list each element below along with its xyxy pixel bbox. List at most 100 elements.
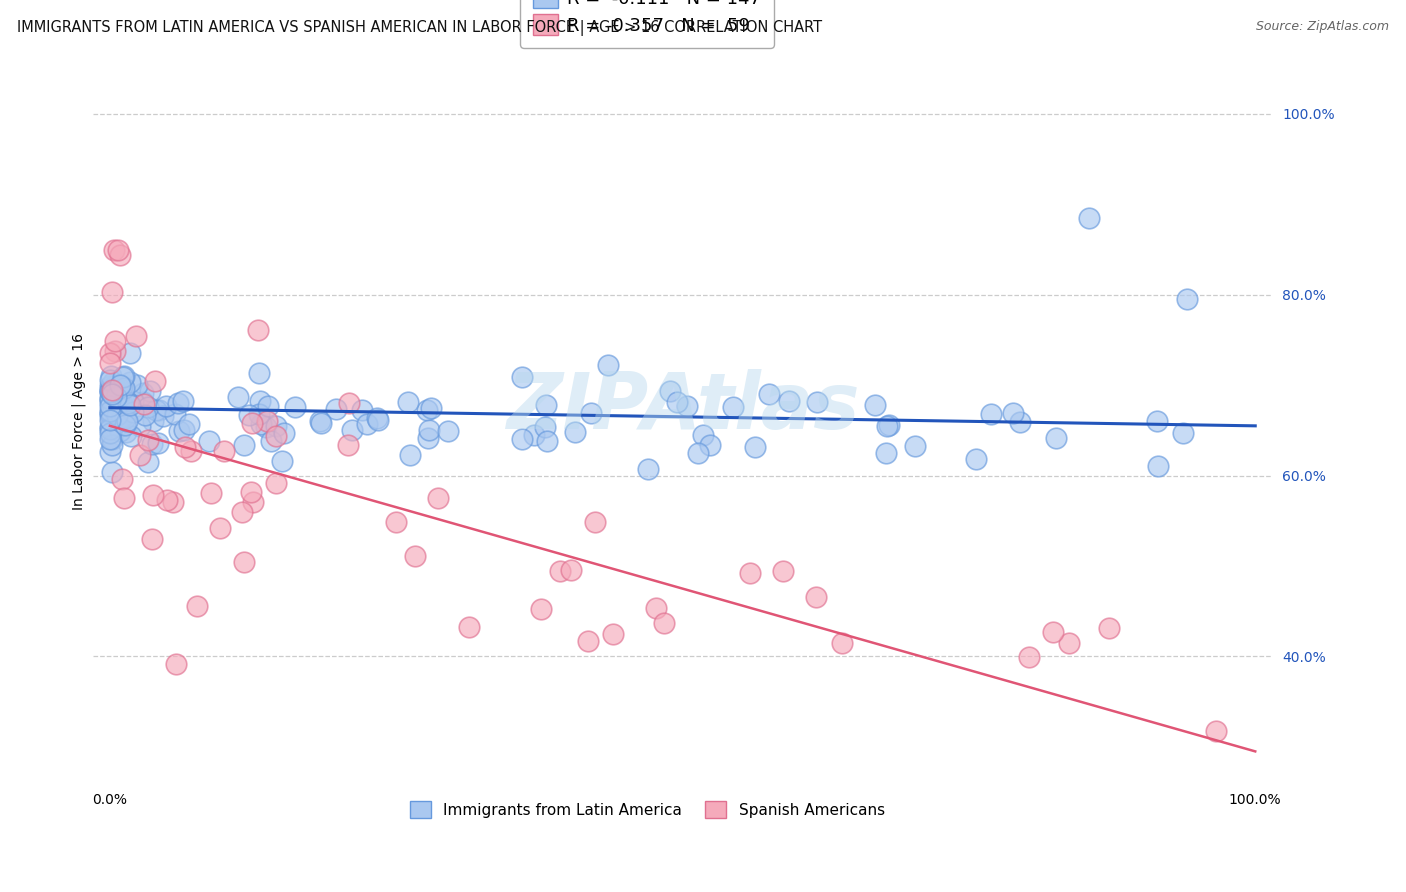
Point [336,438,359,452]
Text: ZIPAtlas: ZIPAtlas [506,369,859,445]
Point [98,356,121,370]
Point [583,515,606,529]
Point [666,395,689,409]
Point [340,423,363,437]
Point [108,396,131,410]
Point [366,410,388,425]
Point [254,419,277,434]
Point [100,406,122,420]
Point [145,403,167,417]
Point [233,555,256,569]
Point [101,402,124,417]
Point [270,454,292,468]
Point [758,387,780,401]
Point [416,402,439,417]
Point [550,564,572,578]
Point [120,429,142,443]
Point [165,408,187,422]
Point [198,434,221,448]
Y-axis label: In Labor Force | Age > 16: In Labor Force | Age > 16 [72,333,86,510]
Point [98,379,121,393]
Point [108,401,131,416]
Point [404,549,426,563]
Point [100,384,122,399]
Point [98,412,121,426]
Point [112,409,135,423]
Point [284,400,307,414]
Point [138,434,160,448]
Point [1077,211,1099,225]
Point [247,407,270,421]
Point [337,396,360,410]
Point [112,370,135,384]
Point [142,488,165,502]
Point [721,400,744,414]
Point [699,438,721,452]
Text: IMMIGRANTS FROM LATIN AMERICA VS SPANISH AMERICAN IN LABOR FORCE | AGE > 16 CORR: IMMIGRANTS FROM LATIN AMERICA VS SPANISH… [17,20,823,36]
Point [418,423,440,437]
Point [155,400,177,414]
Point [162,494,184,508]
Point [139,384,162,398]
Point [172,393,194,408]
Point [240,485,263,500]
Point [232,438,254,452]
Point [125,328,148,343]
Point [1010,415,1032,429]
Point [806,394,828,409]
Point [110,394,132,409]
Point [108,248,131,262]
Point [256,413,278,427]
Point [523,427,546,442]
Point [134,409,156,423]
Point [107,380,129,394]
Point [98,425,121,440]
Point [145,374,167,388]
Point [688,446,710,460]
Point [384,515,406,529]
Point [100,372,122,386]
Point [165,657,187,671]
Point [132,395,155,409]
Point [127,377,149,392]
Point [132,385,155,400]
Point [108,424,131,438]
Text: Source: ZipAtlas.com: Source: ZipAtlas.com [1256,20,1389,33]
Point [167,396,190,410]
Point [110,401,132,416]
Point [121,394,143,409]
Point [98,384,121,399]
Point [146,436,169,450]
Point [107,243,129,257]
Point [101,465,124,479]
Point [772,564,794,578]
Point [564,425,586,439]
Point [108,378,131,392]
Point [167,424,190,438]
Point [98,392,121,406]
Point [1002,406,1025,420]
Point [114,417,136,432]
Point [534,419,557,434]
Point [100,384,122,398]
Point [512,369,534,384]
Point [100,432,122,446]
Point [264,475,287,490]
Point [212,443,235,458]
Point [115,414,138,428]
Point [104,343,127,358]
Point [1018,650,1040,665]
Point [250,417,273,432]
Point [101,432,124,446]
Point [238,409,260,423]
Point [534,398,557,412]
Point [904,439,927,453]
Point [652,615,675,630]
Point [1171,425,1194,440]
Point [242,494,264,508]
Point [141,436,163,450]
Point [141,532,163,546]
Point [356,417,378,431]
Point [98,419,121,434]
Point [596,358,619,372]
